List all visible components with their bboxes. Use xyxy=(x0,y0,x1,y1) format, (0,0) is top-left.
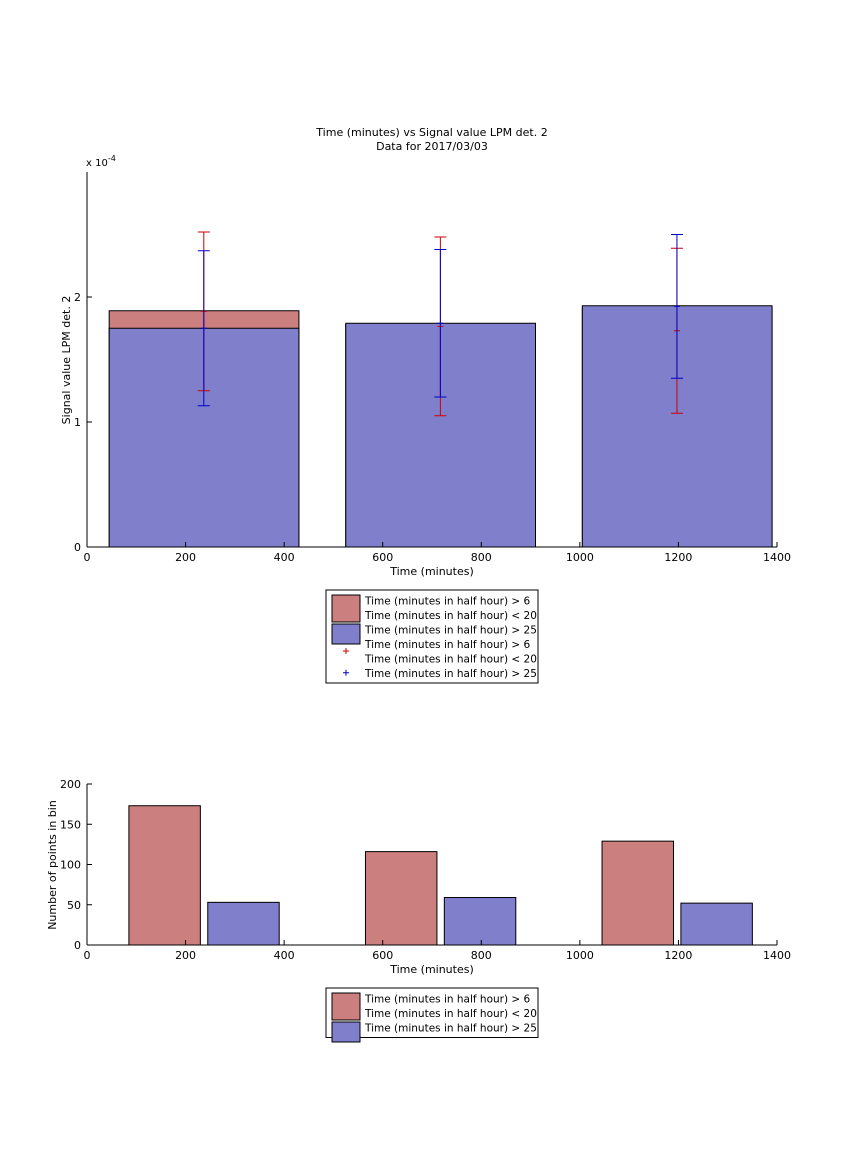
x-tick-label: 200 xyxy=(175,949,196,962)
y-axis-label: Signal value LPM det. 2 xyxy=(60,296,73,425)
x-tick-label: 1200 xyxy=(664,949,692,962)
x-tick-label: 800 xyxy=(471,551,492,564)
x-tick-label: 600 xyxy=(372,551,393,564)
y-tick-label: 2 xyxy=(74,291,81,304)
x-tick-label: 1400 xyxy=(763,949,791,962)
y-exponent: x 10-4 xyxy=(86,154,116,169)
x-axis-label: Time (minutes) xyxy=(389,963,474,976)
x-tick-label: 600 xyxy=(372,949,393,962)
y-exponent-power: -4 xyxy=(108,154,116,163)
bar-series1-bin0 xyxy=(207,901,280,946)
x-tick-label: 0 xyxy=(84,551,91,564)
errorbars-layer xyxy=(197,231,683,417)
legend-label: Time (minutes in half hour) > 6 xyxy=(364,994,531,1006)
x-axis-label: Time (minutes) xyxy=(389,565,474,578)
chart-subtitle: Data for 2017/03/03 xyxy=(376,140,488,153)
bar-series0-bin2 xyxy=(601,840,674,946)
x-tick-label: 1400 xyxy=(763,551,791,564)
y-tick-label: 0 xyxy=(74,939,81,952)
x-tick-label: 0 xyxy=(84,949,91,962)
y-exponent-base: x 10 xyxy=(86,158,108,169)
legend-swatch xyxy=(331,992,361,1021)
x-tick-label: 1200 xyxy=(664,551,692,564)
legend-box xyxy=(325,987,539,1038)
legend-label: Time (minutes in half hour) > 25 xyxy=(364,625,537,637)
y-tick-label: 1 xyxy=(74,416,81,429)
y-axis-label: Number of points in bin xyxy=(46,800,59,930)
legend-label: Time (minutes in half hour) < 20 xyxy=(364,654,537,666)
y-tick-label: 200 xyxy=(60,778,81,791)
x-tick-label: 1000 xyxy=(566,949,594,962)
legend-swatch xyxy=(331,1021,361,1043)
legend: Time (minutes in half hour) > 6 Time (min… xyxy=(325,987,539,1043)
chart-title: Time (minutes) vs Signal value LPM det. … xyxy=(315,126,547,139)
legend-label: Time (minutes in half hour) < 20 xyxy=(364,610,537,622)
legend-label: Time (minutes in half hour) > 6 xyxy=(364,596,531,608)
x-tick-label: 400 xyxy=(274,551,295,564)
legend-swatch xyxy=(331,623,361,645)
x-tick-label: 800 xyxy=(471,949,492,962)
legend-swatch xyxy=(331,594,361,623)
legend-box xyxy=(325,589,539,684)
bar-series0-bin0 xyxy=(128,805,201,946)
x-tick-label: 400 xyxy=(274,949,295,962)
y-tick-label: 0 xyxy=(74,541,81,554)
legend-label: Time (minutes in half hour) > 25 xyxy=(364,668,537,680)
signal-chart: Time (minutes) vs Signal value LPM det. … xyxy=(60,126,791,684)
bar-series0-bin1 xyxy=(364,851,438,946)
y-tick-label: 100 xyxy=(60,859,81,872)
bar-series1-bin1 xyxy=(443,897,517,946)
legend-label: Time (minutes in half hour) < 20 xyxy=(364,1008,537,1020)
count-chart: 0 200 400 600 800 1000 1200 1400 0 50 100 150 200 Ti… xyxy=(46,778,791,1043)
bars-layer xyxy=(128,805,753,946)
x-tick-label: 200 xyxy=(175,551,196,564)
y-tick-label: 150 xyxy=(60,818,81,831)
x-tick-label: 1000 xyxy=(566,551,594,564)
axes: 0 200 400 600 800 1000 1200 1400 0 50 100 150 200 xyxy=(60,778,791,962)
legend-label: Time (minutes in half hour) > 25 xyxy=(364,1023,537,1035)
legend: Time (minutes in half hour) > 6 Time (min… xyxy=(325,589,539,684)
y-tick-label: 50 xyxy=(67,899,81,912)
axes: 0 200 400 600 800 1000 1200 1400 0 1 2 xyxy=(74,172,791,564)
bar-series1-bin2 xyxy=(680,902,753,946)
legend-label: Time (minutes in half hour) > 6 xyxy=(364,639,531,651)
